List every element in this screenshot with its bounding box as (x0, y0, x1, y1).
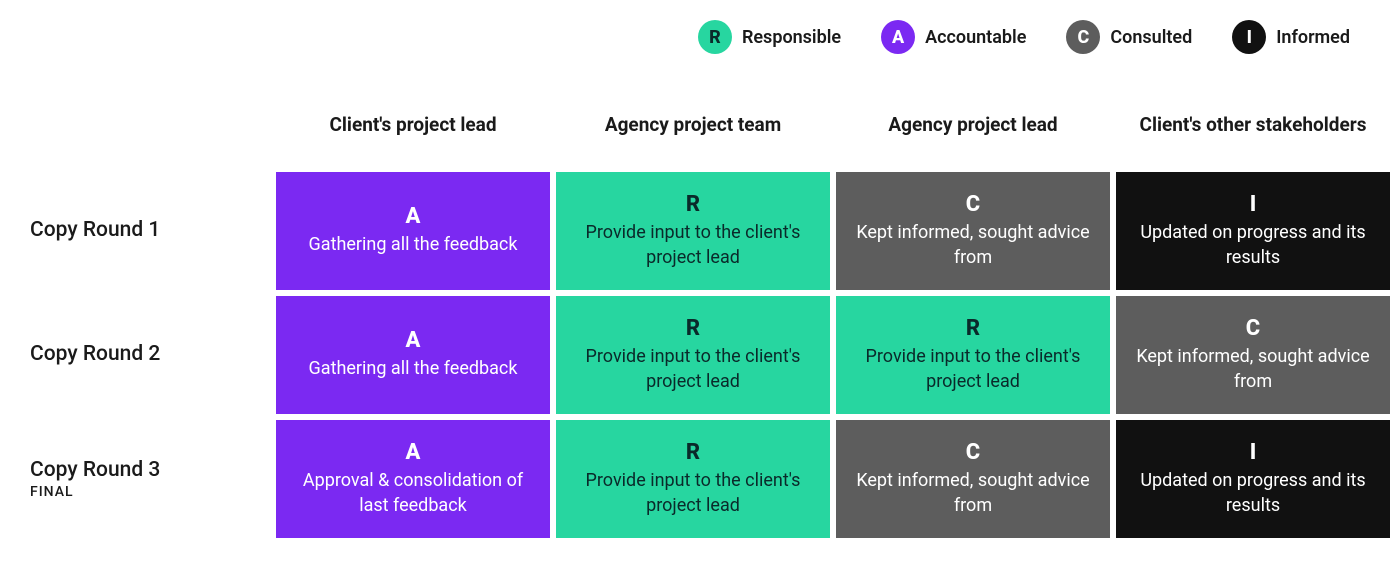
column-header: Agency project team (556, 82, 830, 166)
raci-desc: Gathering all the feedback (309, 357, 518, 381)
row-label-text: Copy Round 3 (30, 458, 160, 482)
raci-cell: R Provide input to the client's project … (556, 296, 830, 414)
column-header: Client's project lead (276, 82, 550, 166)
raci-table: Client's project lead Agency project tea… (10, 82, 1390, 538)
raci-desc: Provide input to the client's project le… (574, 221, 812, 270)
raci-cell: C Kept informed, sought advice from (836, 172, 1110, 290)
raci-letter: A (406, 328, 421, 353)
raci-letter: A (406, 204, 421, 229)
row-label-text: Copy Round 2 (30, 342, 160, 366)
raci-desc: Updated on progress and its results (1134, 469, 1372, 518)
raci-letter: I (1250, 192, 1257, 217)
raci-cell: A Gathering all the feedback (276, 296, 550, 414)
raci-cell: I Updated on progress and its results (1116, 420, 1390, 538)
raci-desc: Updated on progress and its results (1134, 221, 1372, 270)
raci-desc: Approval & consolidation of last feedbac… (294, 469, 532, 518)
raci-cell: C Kept informed, sought advice from (836, 420, 1110, 538)
legend-item-informed: I Informed (1232, 20, 1350, 54)
raci-desc: Provide input to the client's project le… (574, 345, 812, 394)
column-header-blank (10, 82, 270, 166)
raci-letter: C (966, 440, 980, 465)
row-label: Copy Round 3 FINAL (10, 420, 270, 538)
legend-item-responsible: R Responsible (698, 20, 841, 54)
raci-letter: R (686, 440, 700, 465)
responsible-badge-icon: R (698, 20, 732, 54)
legend-label: Informed (1276, 27, 1350, 48)
raci-cell: C Kept informed, sought advice from (1116, 296, 1390, 414)
legend-label: Consulted (1110, 27, 1192, 48)
raci-desc: Provide input to the client's project le… (854, 345, 1092, 394)
raci-letter: R (686, 192, 700, 217)
raci-desc: Kept informed, sought advice from (854, 221, 1092, 270)
raci-desc: Gathering all the feedback (309, 233, 518, 257)
raci-cell: A Approval & consolidation of last feedb… (276, 420, 550, 538)
raci-desc: Kept informed, sought advice from (1134, 345, 1372, 394)
raci-cell: R Provide input to the client's project … (836, 296, 1110, 414)
column-header: Agency project lead (836, 82, 1110, 166)
raci-letter: R (966, 316, 980, 341)
legend-item-consulted: C Consulted (1066, 20, 1192, 54)
raci-cell: A Gathering all the feedback (276, 172, 550, 290)
raci-cell: R Provide input to the client's project … (556, 420, 830, 538)
raci-cell: I Updated on progress and its results (1116, 172, 1390, 290)
row-label-text: Copy Round 1 (30, 218, 160, 242)
raci-letter: A (406, 440, 421, 465)
raci-desc: Provide input to the client's project le… (574, 469, 812, 518)
row-label: Copy Round 2 (10, 296, 270, 414)
raci-cell: R Provide input to the client's project … (556, 172, 830, 290)
raci-letter: C (966, 192, 980, 217)
column-header: Client's other stakeholders (1116, 82, 1390, 166)
informed-badge-icon: I (1232, 20, 1266, 54)
raci-letter: I (1250, 440, 1257, 465)
legend-label: Accountable (925, 27, 1026, 48)
accountable-badge-icon: A (881, 20, 915, 54)
legend-item-accountable: A Accountable (881, 20, 1026, 54)
raci-letter: C (1246, 316, 1260, 341)
raci-legend: R Responsible A Accountable C Consulted … (10, 20, 1390, 54)
consulted-badge-icon: C (1066, 20, 1100, 54)
raci-desc: Kept informed, sought advice from (854, 469, 1092, 518)
raci-letter: R (686, 316, 700, 341)
legend-label: Responsible (742, 27, 841, 48)
row-label: Copy Round 1 (10, 172, 270, 290)
row-sublabel: FINAL (30, 484, 74, 500)
